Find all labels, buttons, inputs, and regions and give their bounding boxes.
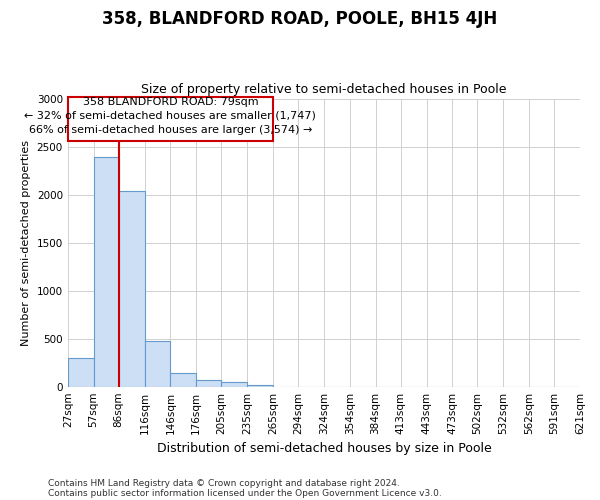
Bar [170, 373, 196, 386]
X-axis label: Distribution of semi-detached houses by size in Poole: Distribution of semi-detached houses by … [157, 442, 491, 455]
Text: ← 32% of semi-detached houses are smaller (1,747): ← 32% of semi-detached houses are smalle… [25, 111, 316, 121]
Text: 66% of semi-detached houses are larger (3,574) →: 66% of semi-detached houses are larger (… [29, 125, 312, 135]
Text: 358 BLANDFORD ROAD: 79sqm: 358 BLANDFORD ROAD: 79sqm [83, 98, 258, 108]
Text: Contains public sector information licensed under the Open Government Licence v3: Contains public sector information licen… [48, 488, 442, 498]
Bar [145, 341, 170, 386]
Bar [221, 382, 247, 386]
Y-axis label: Number of semi-detached properties: Number of semi-detached properties [21, 140, 31, 346]
Text: Contains HM Land Registry data © Crown copyright and database right 2024.: Contains HM Land Registry data © Crown c… [48, 478, 400, 488]
Bar [119, 191, 145, 386]
Title: Size of property relative to semi-detached houses in Poole: Size of property relative to semi-detach… [141, 83, 506, 96]
Bar [68, 358, 94, 386]
Bar [196, 380, 221, 386]
Bar [68, 96, 273, 141]
Bar [247, 385, 273, 386]
Bar [94, 157, 119, 386]
Text: 358, BLANDFORD ROAD, POOLE, BH15 4JH: 358, BLANDFORD ROAD, POOLE, BH15 4JH [103, 10, 497, 28]
